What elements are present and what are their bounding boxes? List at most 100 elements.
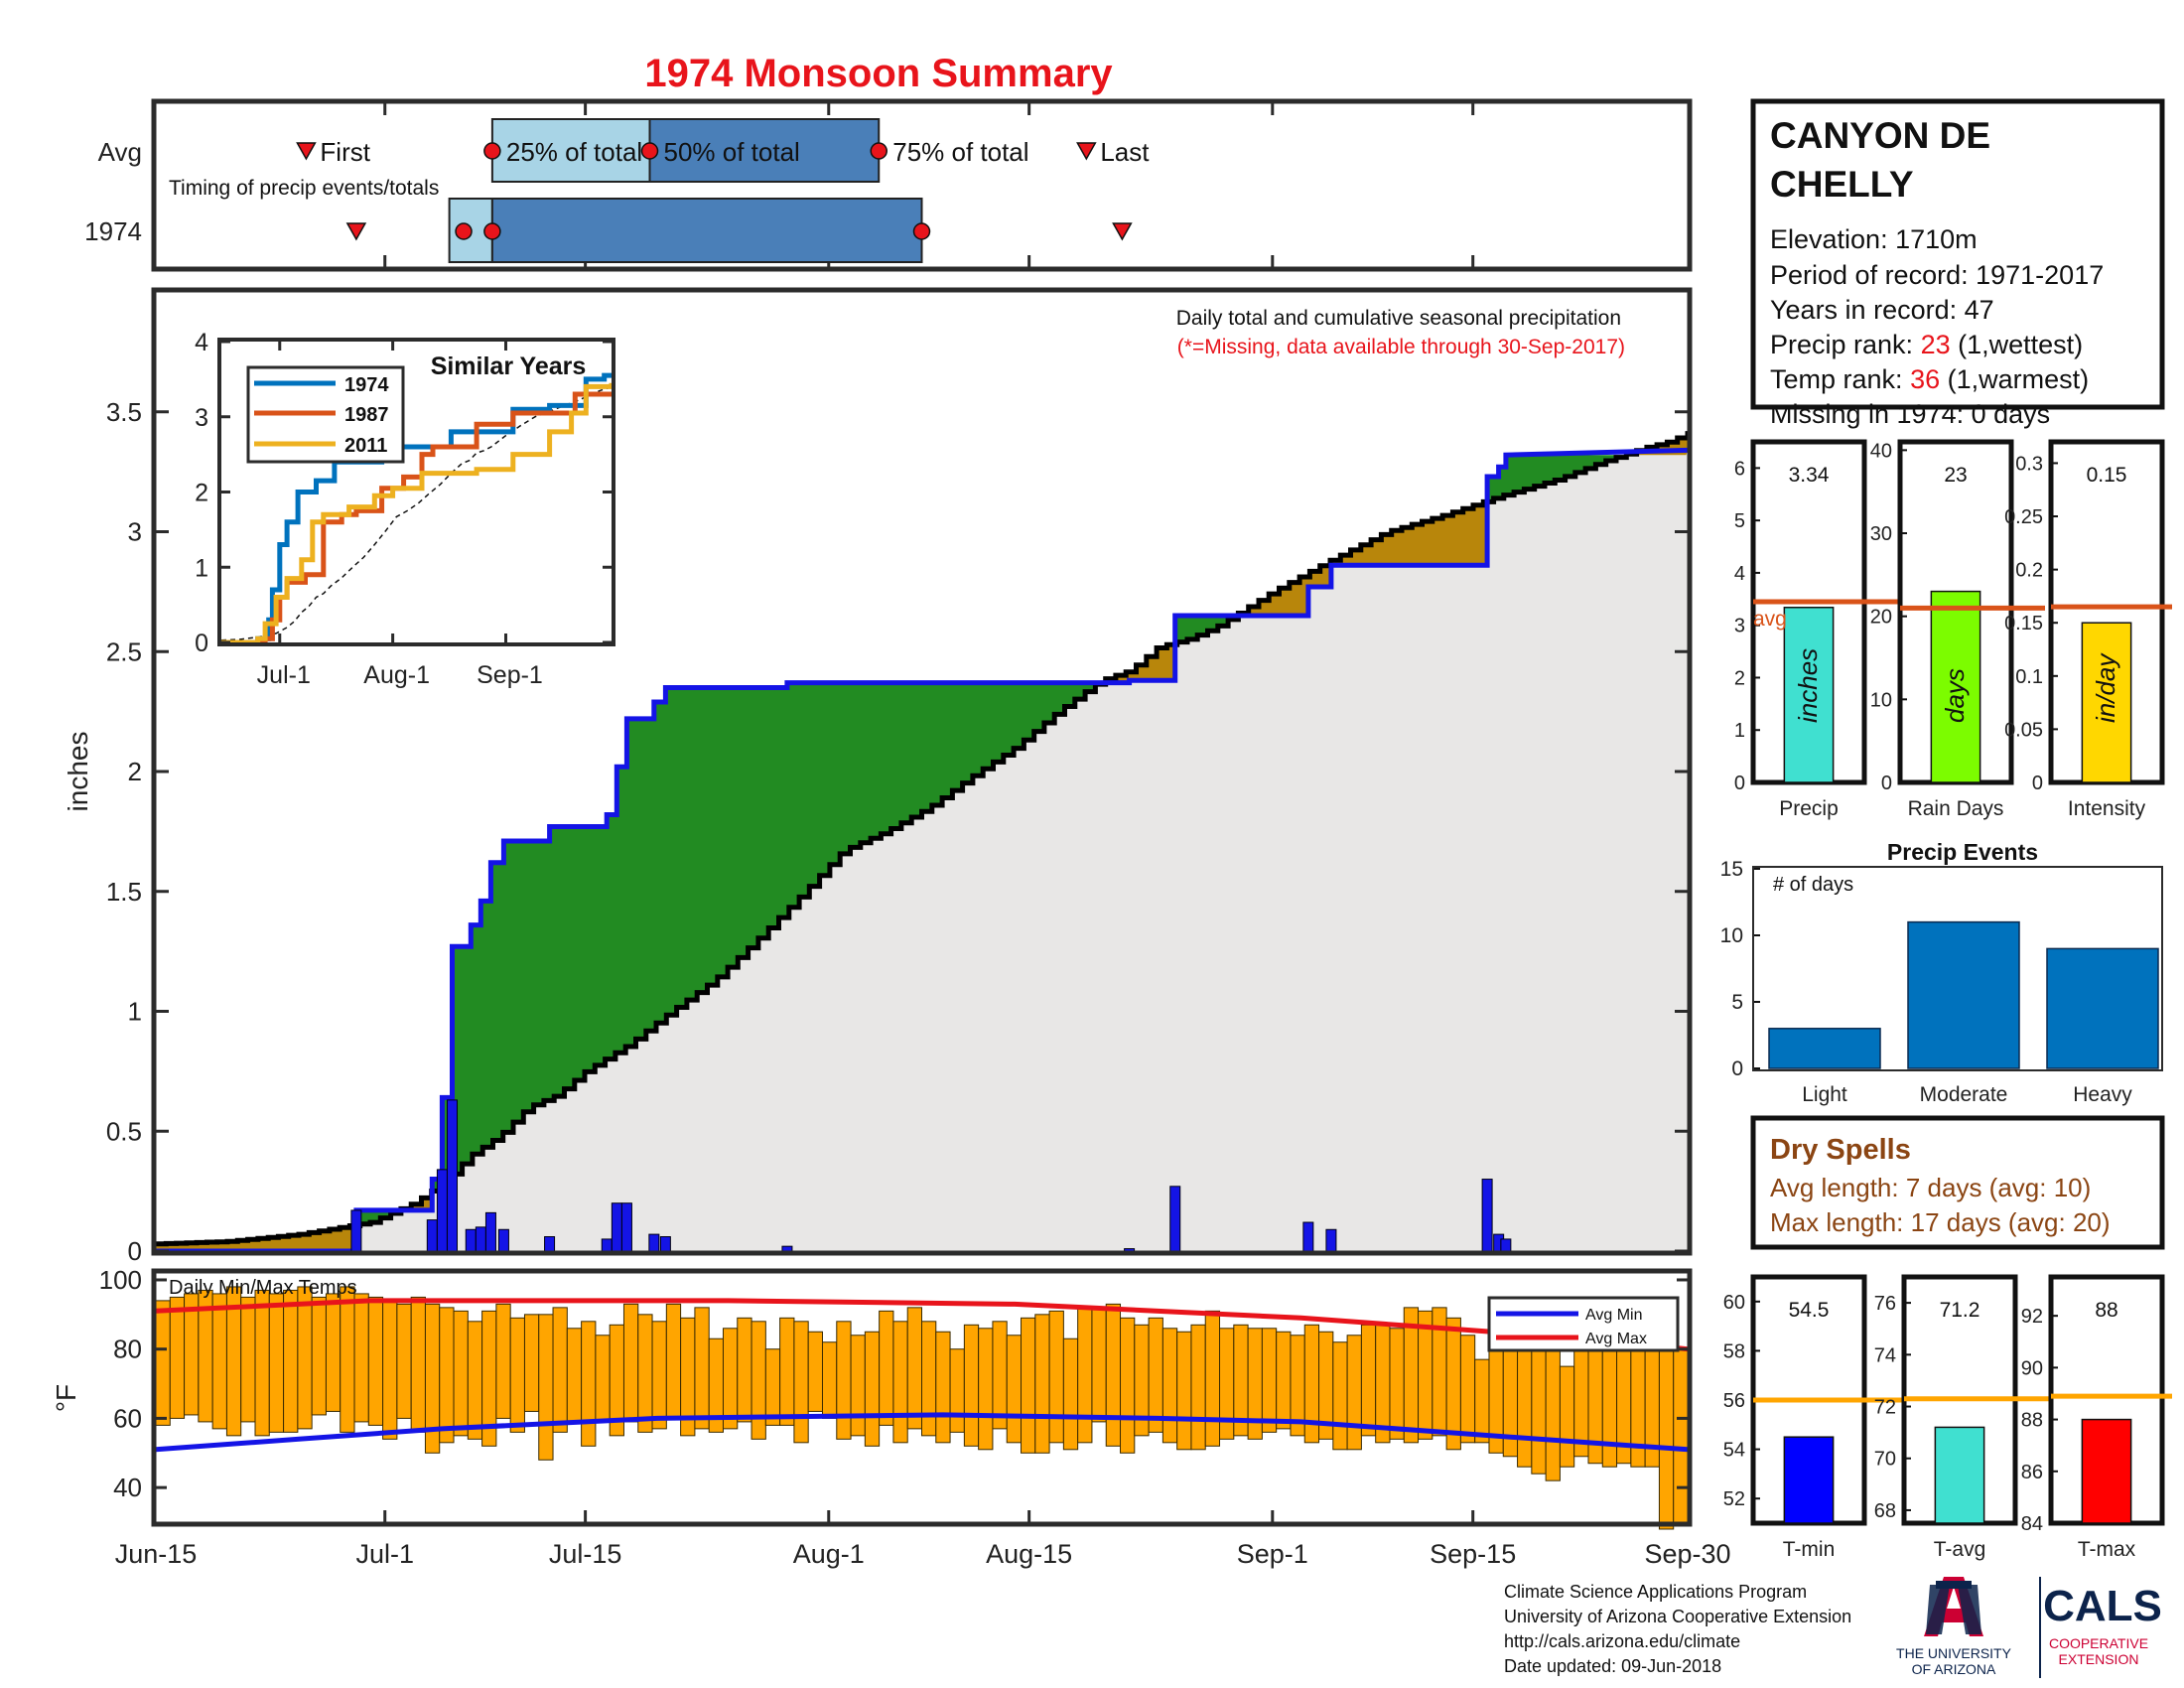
inset-title: Similar Years — [431, 352, 587, 380]
footer-line3: http://cals.arizona.edu/climate — [1504, 1631, 1740, 1651]
daily-precip-bar-2 — [436, 1169, 448, 1252]
tmin-stat-tick-label-1: 54 — [1723, 1440, 1745, 1462]
events-tick-label-1: 5 — [1731, 991, 1743, 1014]
raindays-stat-value: 23 — [1944, 464, 1967, 487]
intensity-stat: 0 0.05 0.1 0.15 0.2 0.25 0.3 0.15 in/day Intensit… — [2004, 439, 2172, 820]
tavg-stat-tick-label-1: 70 — [1874, 1449, 1896, 1471]
inset-ytick-label-3: 3 — [195, 404, 208, 432]
date-label-2: Jul-15 — [549, 1539, 622, 1569]
temp-bar-9 — [283, 1289, 299, 1433]
temp-bar-45 — [793, 1321, 809, 1444]
cals-sub1: COOPERATIVE — [2049, 1635, 2148, 1651]
temp-bar-11 — [311, 1296, 327, 1416]
tavg-stat-tick-label-3: 74 — [1874, 1344, 1896, 1366]
temp-bar-16 — [382, 1300, 398, 1440]
events-label-0: Light — [1802, 1083, 1847, 1106]
temp-bar-52 — [892, 1321, 908, 1444]
temp-bar-73 — [1190, 1324, 1206, 1451]
inset-legend-1987: 1987 — [344, 404, 389, 426]
daily-precip-bar-8 — [544, 1236, 556, 1252]
timing-avg-box-25-50 — [490, 118, 651, 183]
temp-avg-min-line — [155, 1412, 1689, 1453]
temp-bar-18 — [410, 1296, 426, 1433]
events-bar-2 — [2046, 947, 2159, 1069]
daily-precip-bar-19 — [1481, 1179, 1493, 1252]
main-note: Daily total and cumulative seasonal prec… — [1176, 307, 1621, 330]
inset-legend-2011: 2011 — [344, 435, 387, 457]
daily-precip-bar-16 — [1169, 1186, 1181, 1252]
timing-year-first-marker — [345, 222, 367, 241]
dry-spells-max: Max length: 17 days (avg: 20) — [1770, 1207, 2111, 1237]
temp-bar-99 — [1559, 1365, 1575, 1468]
tmin-stat: 52 54 56 58 60 54.5 T-min — [1723, 1274, 1902, 1561]
precip-stat-xlabel: Precip — [1779, 797, 1839, 820]
temp-bar-89 — [1418, 1310, 1433, 1440]
intensity-stat-tick-label-3: 0.15 — [2004, 613, 2043, 634]
temp-bar-34 — [637, 1314, 653, 1433]
temp-bar-30 — [581, 1321, 597, 1447]
tmax-stat-frame — [2048, 1274, 2165, 1526]
temp-bar-8 — [268, 1293, 285, 1433]
temp-bar-31 — [595, 1335, 611, 1423]
timing-row-avg-label: Avg — [98, 137, 142, 167]
main-missing-note: (*=Missing, data available through 30-Se… — [1177, 336, 1625, 358]
events-bar-0 — [1768, 1028, 1881, 1069]
intensity-stat-xlabel: Intensity — [2068, 797, 2146, 820]
station-info-box: CANYON DE CHELLY Elevation: 1710m Period… — [1750, 98, 2165, 429]
timing-last-label: Last — [1100, 137, 1150, 167]
temp-bar-60 — [1006, 1335, 1023, 1444]
tavg-stat-tick-label-2: 72 — [1874, 1397, 1896, 1419]
daily-precip-bar-10 — [611, 1202, 622, 1252]
temp-panel: 40 60 80 100 Daily Min/Max Temps °F Avg Min… — [51, 1265, 1731, 1569]
chart-title: 1974 Monsoon Summary — [644, 52, 1113, 95]
temp-bar-42 — [751, 1321, 766, 1440]
timing-avg-p75-marker — [870, 142, 887, 160]
temp-bar-83 — [1332, 1341, 1348, 1451]
intensity-stat-tick-label-0: 0 — [2032, 773, 2043, 794]
temp-bar-71 — [1161, 1328, 1178, 1444]
similar-years-inset: 0 1 2 3 4 Jul-1 Aug-1 Sep-1 Similar Years 1974 … — [195, 329, 615, 689]
temp-bar-50 — [864, 1331, 881, 1447]
daily-precip-bar-0 — [350, 1209, 362, 1252]
timing-first-label: First — [320, 137, 370, 167]
main-deficit-area — [1238, 501, 1487, 616]
main-ytick-label-7: 3.5 — [106, 397, 142, 427]
temp-bar-91 — [1445, 1317, 1461, 1451]
timing-avg-p25-marker — [483, 142, 501, 160]
ua-line2: OF ARIZONA — [1912, 1661, 1996, 1677]
temp-legend-max: Avg Max — [1585, 1331, 1647, 1347]
temp-bar-17 — [396, 1303, 412, 1419]
date-label-5: Sep-1 — [1237, 1539, 1308, 1569]
tmin-stat-tick-label-4: 60 — [1723, 1292, 1745, 1314]
inset-ytick-label-0: 0 — [195, 630, 208, 657]
tmax-stat-tick-label-0: 84 — [2021, 1513, 2043, 1535]
tmax-stat-bar — [2081, 1418, 2132, 1524]
footer-line1: Climate Science Applications Program — [1504, 1582, 1807, 1602]
temp-bar-0 — [155, 1300, 171, 1426]
temp-bar-4 — [211, 1293, 227, 1430]
events-label-1: Moderate — [1920, 1083, 2008, 1106]
intensity-stat-tick-label-4: 0.2 — [2015, 560, 2043, 582]
temp-legend: Avg Min Avg Max — [1487, 1296, 1680, 1352]
raindays-stat-tick-label-1: 10 — [1870, 689, 1892, 711]
main-ytick-label-0: 0 — [128, 1236, 142, 1266]
temp-bar-63 — [1048, 1310, 1064, 1444]
temp-bar-84 — [1346, 1335, 1362, 1451]
precip-stat-tick-label-4: 4 — [1734, 563, 1745, 585]
main-ytick-label-5: 2.5 — [106, 636, 142, 666]
tavg-stat-tick-label-0: 68 — [1874, 1500, 1896, 1522]
temp-ytick-label-3: 100 — [99, 1265, 142, 1295]
inset-legend: 1974 1987 2011 — [246, 365, 405, 464]
date-label-1: Jul-1 — [355, 1539, 414, 1569]
temp-bar-97 — [1531, 1335, 1547, 1475]
tmin-stat-value: 54.5 — [1789, 1299, 1830, 1322]
temp-bar-72 — [1176, 1331, 1192, 1451]
temp-ytick-label-1: 60 — [113, 1403, 142, 1433]
precip-stat-tick-label-5: 5 — [1734, 510, 1745, 532]
station-missing: Missing in 1974: 0 days — [1770, 399, 2050, 429]
temp-bar-40 — [722, 1328, 739, 1430]
main-ytick-label-4: 2 — [128, 757, 142, 786]
temp-bar-36 — [665, 1303, 682, 1419]
timing-year-p75-marker — [912, 222, 931, 240]
